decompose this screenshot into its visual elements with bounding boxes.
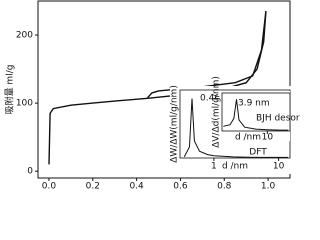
x-tick-label: 0.0 [42,182,57,192]
inset-background [218,91,290,141]
y-tick-label: 200 [16,31,33,41]
data-line [48,11,267,165]
annotation: 3.9 nm [238,99,270,109]
annotation: BJH desorption [256,114,300,124]
x-axis-label: d /nm [235,133,261,143]
x-tick-label: 0.6 [173,182,188,192]
data-line [183,98,289,158]
plot-frame [221,92,291,132]
x-tick-label: 1.0 [261,182,276,192]
y-axis-label: ΔV/Δd(ml/g/nm) [212,76,222,148]
x-tick-label: 1 [211,162,217,172]
data-line [223,99,289,131]
y-tick-label: 100 [16,99,33,109]
annotation: DFT [249,148,267,158]
y-axis-label: 吸附量 ml/g [4,65,16,115]
x-tick-label: 10 [262,133,274,143]
x-axis-label: d /nm [222,162,248,172]
y-tick-label: 0 [27,167,33,177]
x-tick-label: 0.4 [129,182,144,192]
y-axis-label: ΔW/ΔW(ml/g/nm) [170,85,180,163]
x-tick-label: 10 [273,162,285,172]
x-tick-label: 0.2 [86,182,100,192]
x-tick-label: 0.8 [217,182,232,192]
data-line [147,11,267,99]
